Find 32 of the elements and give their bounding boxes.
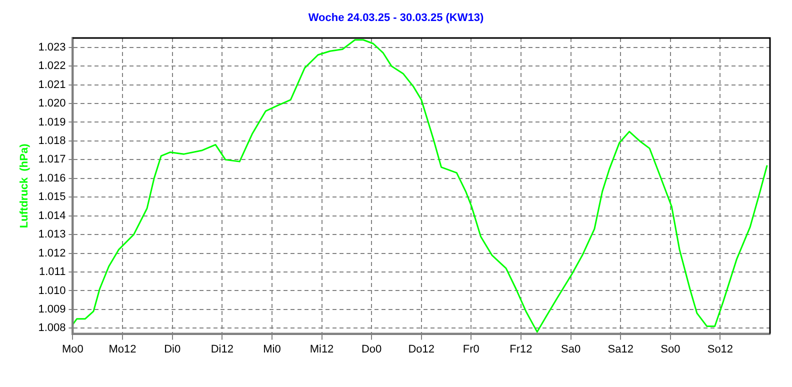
y-tick-label: 1.021 (38, 78, 66, 91)
y-tick-label: 1.017 (38, 154, 66, 166)
y-tick-label: 1.011 (39, 266, 66, 278)
y-tick-label: 1.022 (38, 60, 66, 72)
x-tick-label: So0 (660, 343, 680, 356)
y-tick-label: 1.020 (38, 98, 66, 110)
y-axis-title: Luftdruck (hPa) (18, 143, 31, 228)
x-tick-label: Di0 (164, 343, 181, 356)
chart-title: Woche 24.03.25 - 30.03.25 (KW13) (307, 12, 485, 24)
x-tick-label: Fr12 (510, 343, 532, 356)
y-tick-label: 1.014 (38, 210, 66, 222)
y-tick-label: 1.009 (38, 303, 66, 316)
x-tick-label: Do12 (408, 343, 435, 356)
y-tick-label: 1.016 (38, 172, 66, 184)
y-tick-label: 1.018 (38, 135, 66, 147)
y-tick-label: 1.012 (38, 247, 66, 260)
x-tick-label: Mo0 (62, 343, 84, 356)
x-tick-label: Fr0 (462, 343, 480, 356)
x-tick-label: Mi12 (310, 343, 334, 356)
x-tick-label: So12 (707, 343, 734, 356)
y-tick-label: 1.013 (38, 228, 66, 241)
x-tick-label: Di12 (210, 343, 234, 356)
y-tick-label: 1.010 (38, 284, 66, 297)
y-tick-label: 1.015 (38, 191, 66, 204)
x-tick-label: Mo12 (108, 343, 136, 356)
y-tick-label: 1.019 (38, 116, 66, 128)
y-tick-label: 1.008 (38, 322, 66, 334)
x-tick-label: Sa12 (608, 343, 634, 356)
y-tick-label: 1.023 (38, 41, 66, 54)
x-tick-label: Do0 (361, 343, 382, 356)
x-tick-label: Mi0 (263, 343, 281, 356)
x-tick-label: Sa0 (560, 343, 581, 356)
